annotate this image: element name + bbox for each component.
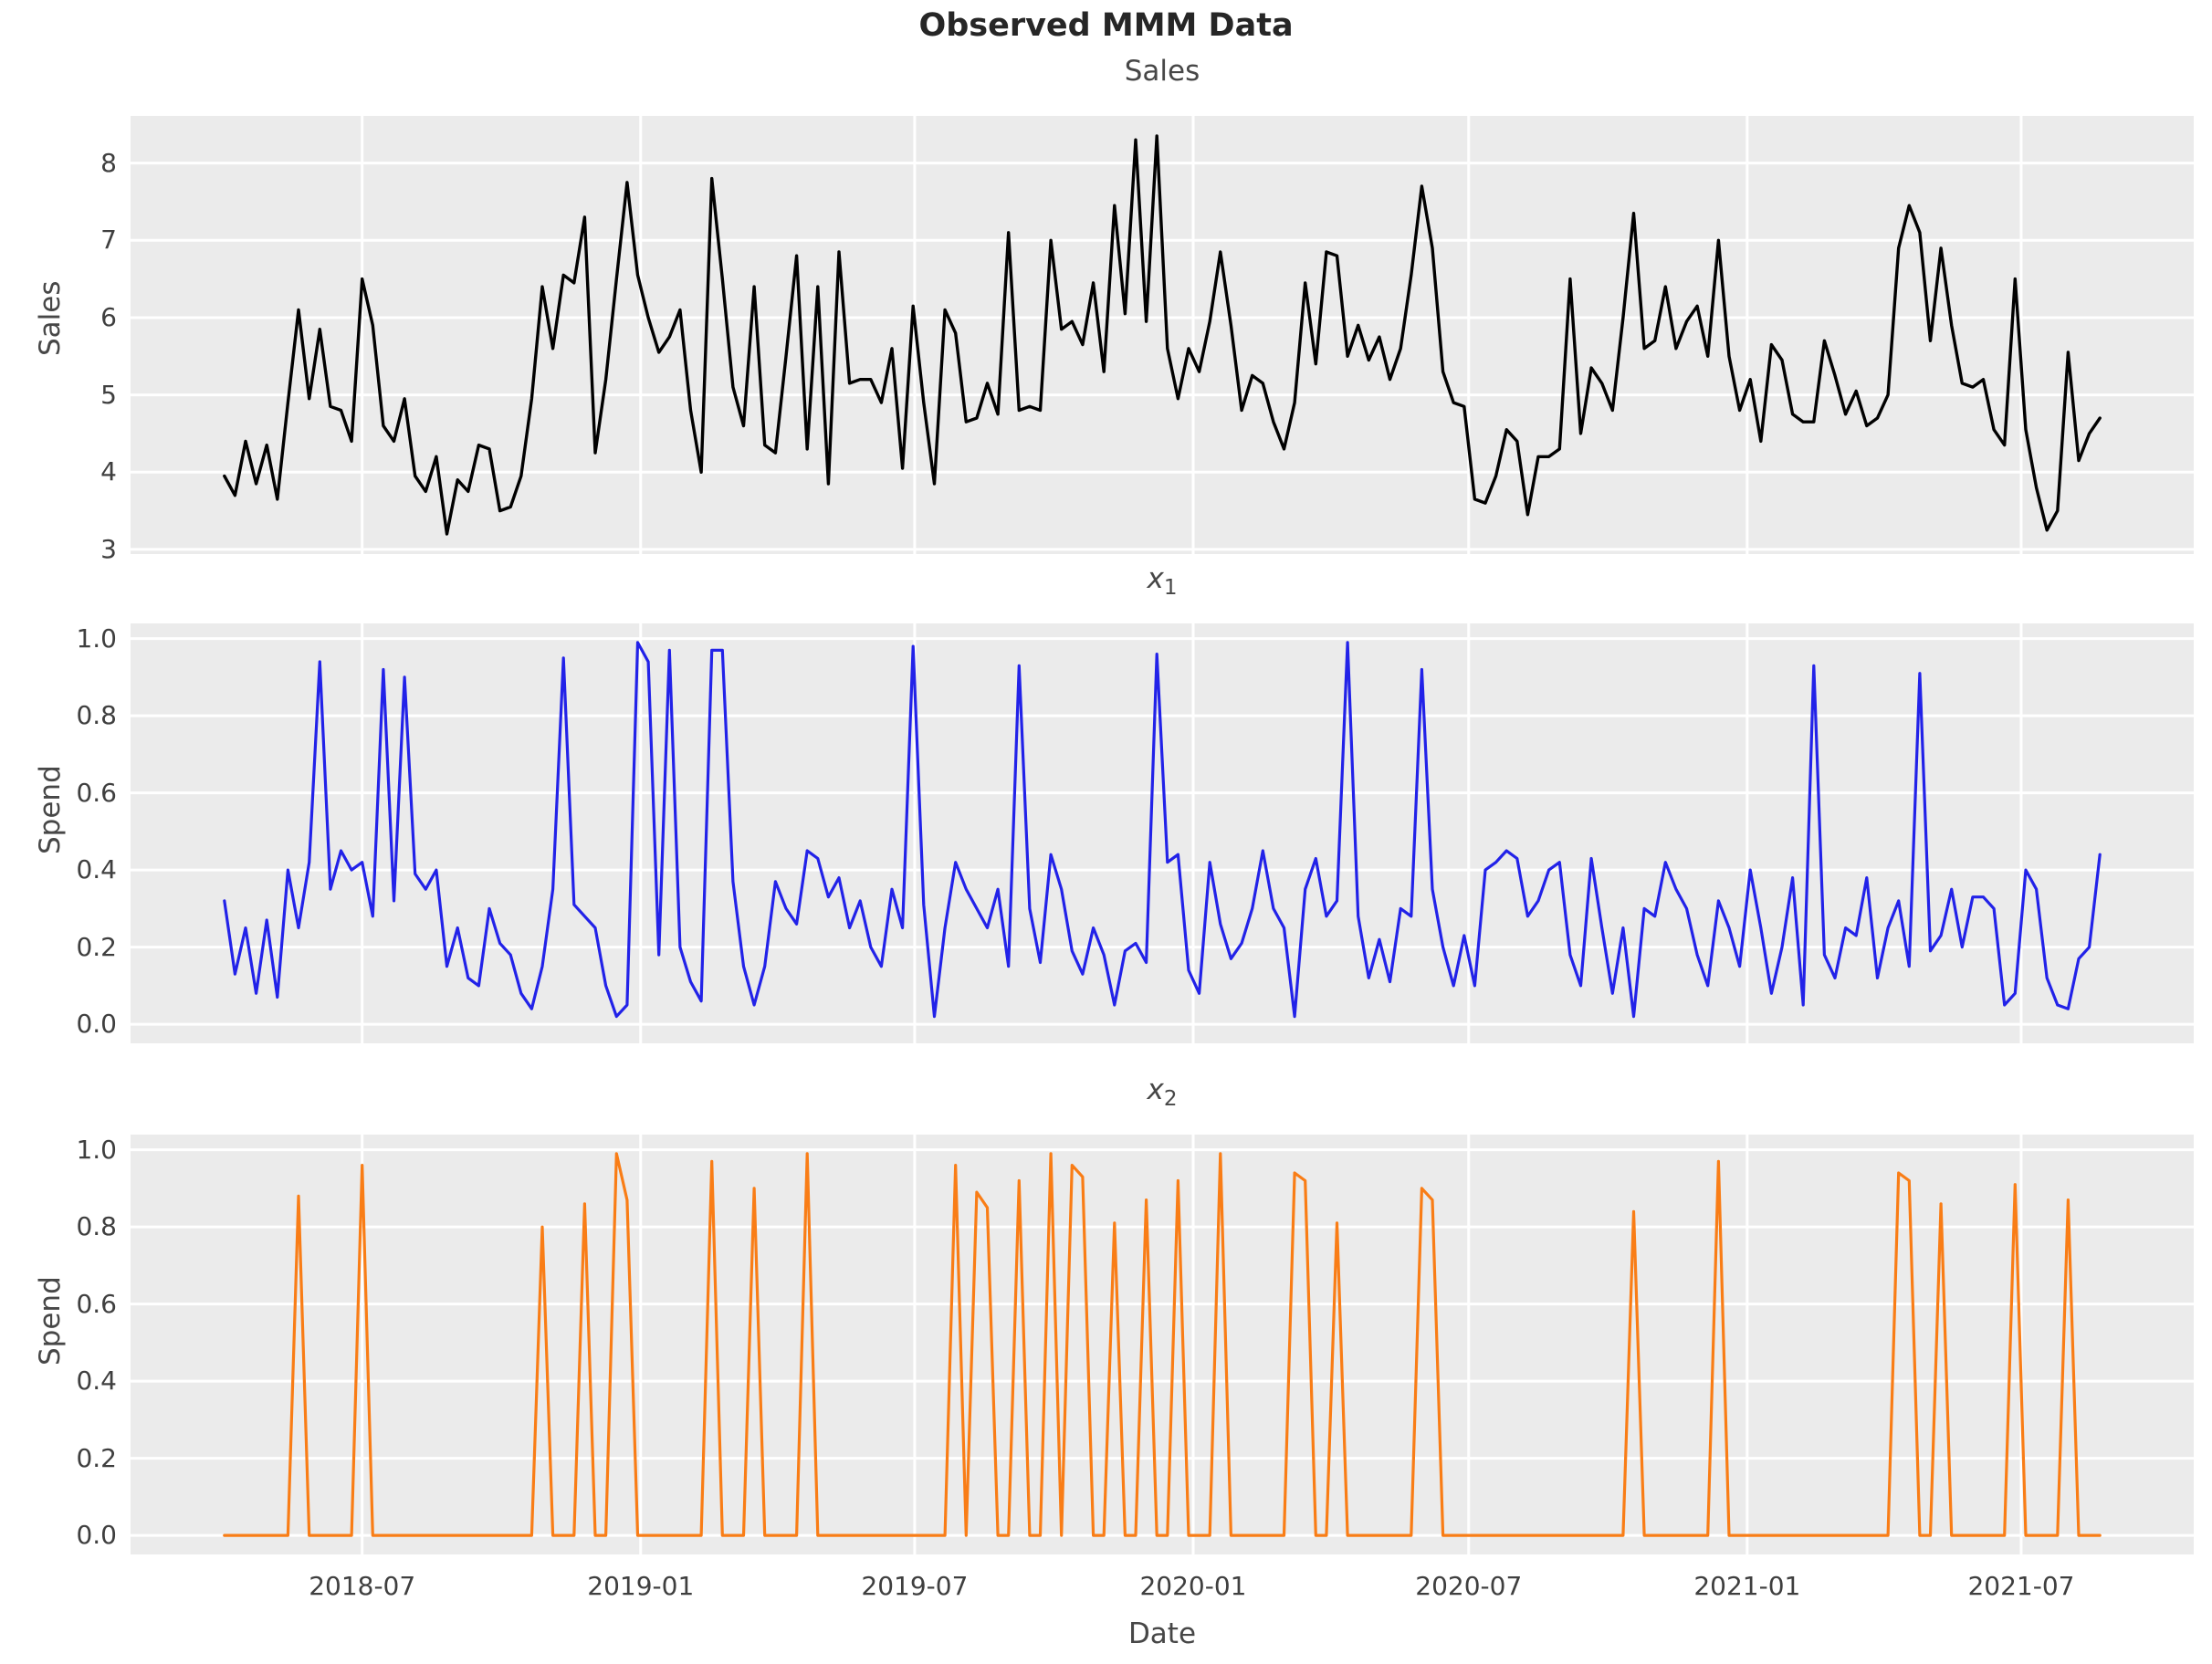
y-tick-label: 0.8 [76,1211,117,1242]
y-tick-label: 0.0 [76,1520,117,1551]
x2-line [223,1152,2102,1537]
x-tick-label: 2021-01 [1693,1571,1801,1601]
x-tick-label: 2019-01 [587,1571,695,1601]
y-tick-label: 0.2 [76,1442,117,1473]
panel-title-x1: x1 [131,562,2194,600]
y-tick-label: 0.2 [76,931,117,962]
y-tick-label: 0.8 [76,700,117,731]
figure-title: Observed MMM Data [918,7,1294,44]
x-tick-label: 2020-01 [1139,1571,1247,1601]
y-axis-label-x2: Spend [34,1276,67,1366]
x-tick-label: 2018-07 [309,1571,416,1601]
sales-line [223,134,2102,536]
y-tick-label: 1.0 [76,1134,117,1165]
panel-title-x2: x2 [131,1073,2194,1111]
x1-line [223,641,2102,1019]
plot-area-sales [131,116,2194,554]
y-tick-label: 5 [100,379,117,410]
y-tick-label: 4 [100,456,117,487]
y-tick-label: 0.0 [76,1009,117,1040]
plot-area-x1 [131,623,2194,1043]
y-tick-label: 1.0 [76,623,117,654]
panel-title-x1-base: x [1147,562,1164,595]
plot-area-x2 [131,1135,2194,1554]
x-tick-label: 2021-07 [1967,1571,2075,1601]
y-tick-label: 3 [100,533,117,564]
y-axis-label-x1: Spend [34,765,67,854]
x-axis-label: Date [1127,1617,1197,1650]
panel-title-x2-sub: 2 [1163,1087,1178,1111]
y-tick-label: 0.4 [76,854,117,885]
x-tick-label: 2019-07 [861,1571,969,1601]
panel-title-sales: Sales [131,56,2194,87]
y-tick-label: 7 [100,225,117,256]
y-tick-label: 0.6 [76,777,117,808]
y-tick-label: 0.4 [76,1366,117,1397]
panel-title-x1-sub: 1 [1163,576,1178,600]
y-tick-label: 0.6 [76,1288,117,1319]
y-tick-label: 6 [100,301,117,332]
x-tick-label: 2020-07 [1415,1571,1523,1601]
y-tick-label: 8 [100,147,117,178]
panel-title-sales-text: Sales [1124,55,1200,88]
panel-title-x2-base: x [1147,1073,1164,1106]
